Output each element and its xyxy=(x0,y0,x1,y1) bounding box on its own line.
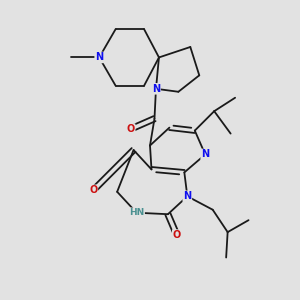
Text: O: O xyxy=(89,185,98,195)
Text: O: O xyxy=(127,124,135,134)
Text: O: O xyxy=(173,230,181,240)
Text: N: N xyxy=(183,191,191,201)
Text: N: N xyxy=(152,84,160,94)
Text: N: N xyxy=(95,52,103,62)
Text: HN: HN xyxy=(129,208,144,217)
Text: N: N xyxy=(201,149,209,160)
